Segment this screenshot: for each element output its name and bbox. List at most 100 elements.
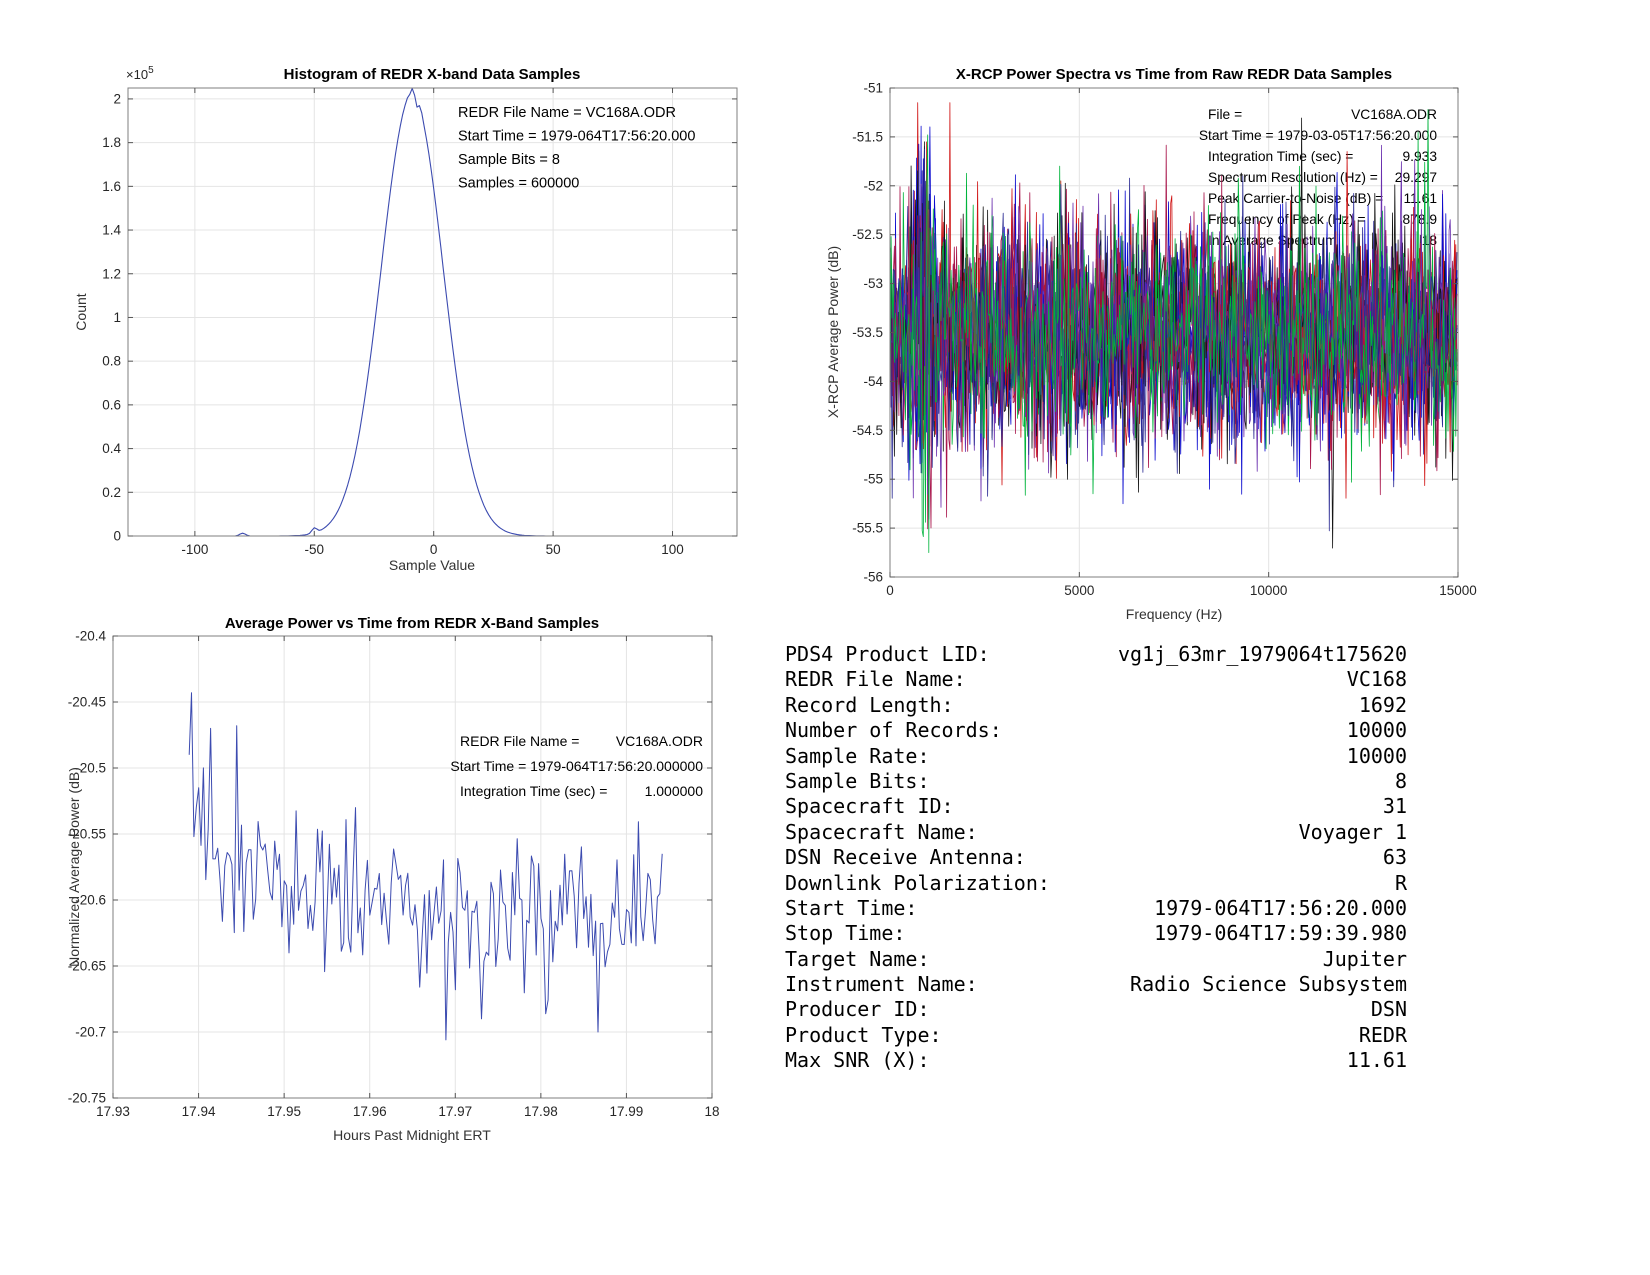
svg-text:878.9: 878.9: [1402, 212, 1437, 227]
row-label: PDS4 Product LID:: [785, 642, 990, 666]
histogram-panel: REDR File Name = VC168A.ODR Start Time = …: [60, 55, 760, 630]
row-value: 1979-064T17:59:39.980: [1154, 921, 1407, 946]
row-label: Number of Records:: [785, 718, 1002, 743]
row-value: vg1j_63mr_1979064t175620: [1118, 642, 1407, 666]
row-value: Radio Science Subsystem: [1130, 972, 1407, 997]
table-row: REDR File Name: VC168: [785, 667, 1407, 692]
table-row: Target Name: Jupiter: [785, 947, 1407, 972]
spectra-chart: File = VC168A.ODR Start Time = 1979-03-05T…: [825, 66, 1477, 622]
row-label: Record Length:: [785, 692, 954, 717]
svg-text:-53.5: -53.5: [852, 325, 883, 340]
table-row: Producer ID: DSN: [785, 997, 1407, 1022]
svg-text:REDR File Name = VC168A.ODR: REDR File Name = VC168A.ODR: [458, 105, 676, 121]
svg-text:1.000000: 1.000000: [645, 783, 704, 799]
row-value: 11.61: [1346, 1048, 1407, 1073]
svg-text:18: 18: [704, 1104, 719, 1119]
svg-text:-20.4: -20.4: [75, 629, 106, 644]
row-value: Voyager 1: [1298, 819, 1407, 844]
svg-text:Integration Time (sec) =: Integration Time (sec) =: [1208, 149, 1353, 164]
svg-text:100: 100: [661, 542, 684, 557]
table-row: Number of Records: 10000: [785, 718, 1407, 743]
svg-text:-20.5: -20.5: [75, 761, 106, 776]
svg-text:Start Time = 1979-03-05T17:56:: Start Time = 1979-03-05T17:56:20.000: [1199, 128, 1437, 143]
svg-text:17.93: 17.93: [96, 1104, 130, 1119]
row-label: Producer ID:: [785, 997, 930, 1022]
svg-text:-20.75: -20.75: [68, 1091, 106, 1106]
table-row: Sample Rate: 10000: [785, 744, 1407, 769]
row-value: VC168: [1346, 667, 1407, 692]
svg-text:Hours Past Midnight ERT: Hours Past Midnight ERT: [333, 1127, 491, 1143]
svg-text:-55: -55: [863, 472, 883, 487]
row-value: R: [1394, 870, 1407, 895]
svg-text:-51.5: -51.5: [852, 129, 883, 144]
svg-text:File =: File =: [1208, 107, 1242, 122]
svg-text:0.2: 0.2: [102, 485, 121, 500]
svg-text:-54.5: -54.5: [852, 423, 883, 438]
svg-text:17.96: 17.96: [353, 1104, 387, 1119]
svg-text:Normalized Average Power (dB): Normalized Average Power (dB): [66, 767, 82, 967]
row-value: Jupiter: [1322, 946, 1407, 971]
svg-text:5000: 5000: [1064, 583, 1094, 598]
svg-text:Integration Time (sec) =: Integration Time (sec) =: [460, 783, 607, 799]
svg-text:-50: -50: [305, 542, 325, 557]
svg-text:VC168A.ODR: VC168A.ODR: [616, 733, 703, 749]
svg-text:Frequency of Peak (Hz) =: Frequency of Peak (Hz) =: [1208, 212, 1366, 227]
row-value: 63: [1382, 845, 1407, 870]
row-label: Spacecraft Name:: [785, 819, 978, 844]
row-label: Spacecraft ID:: [785, 794, 954, 819]
svg-text:-53: -53: [863, 276, 883, 291]
svg-text:-20.65: -20.65: [68, 959, 106, 974]
table-row: Instrument Name: Radio Science Subsystem: [785, 972, 1407, 997]
row-value: 1692: [1358, 692, 1407, 717]
svg-text:0.4: 0.4: [102, 441, 121, 456]
svg-text:Start Time = 1979-064T17:56:20: Start Time = 1979-064T17:56:20.000: [458, 129, 695, 145]
svg-text:-20.45: -20.45: [68, 695, 106, 710]
row-value: 1979-064T17:56:20.000: [1154, 895, 1407, 920]
row-value: DSN: [1370, 997, 1407, 1022]
svg-text:Histogram of REDR X-band Data: Histogram of REDR X-band Data Samples: [284, 66, 581, 83]
svg-text:11.61: 11.61: [1403, 191, 1437, 206]
svg-text:-54: -54: [863, 374, 883, 389]
svg-text:10000: 10000: [1250, 583, 1288, 598]
svg-text:-55.5: -55.5: [852, 521, 883, 536]
row-label: Max SNR (X):: [785, 1048, 930, 1073]
svg-text:Samples = 600000: Samples = 600000: [458, 176, 579, 192]
svg-text:-56: -56: [863, 570, 883, 585]
histogram-chart: REDR File Name = VC168A.ODR Start Time = …: [73, 65, 738, 573]
svg-text:Frequency (Hz): Frequency (Hz): [1126, 606, 1222, 622]
svg-text:0.6: 0.6: [102, 397, 121, 412]
svg-text:1.2: 1.2: [102, 266, 121, 281]
svg-text:15000: 15000: [1439, 583, 1477, 598]
row-label: Start Time:: [785, 895, 918, 920]
svg-text:REDR File Name =: REDR File Name =: [460, 733, 579, 749]
svg-text:0: 0: [886, 583, 894, 598]
avg-power-panel: REDR File Name = VC168A.ODR Start Time = 1…: [55, 600, 755, 1175]
row-label: Sample Bits:: [785, 768, 930, 793]
svg-text:17.99: 17.99: [610, 1104, 644, 1119]
svg-text:Spectrum Resolution (Hz) =: Spectrum Resolution (Hz) =: [1208, 170, 1378, 185]
svg-text:50: 50: [546, 542, 561, 557]
table-row: Record Length: 1692: [785, 693, 1407, 718]
row-label: DSN Receive Antenna:: [785, 845, 1026, 870]
row-value: REDR: [1358, 1022, 1407, 1047]
svg-text:X-RCP Average Power (dB): X-RCP Average Power (dB): [825, 246, 841, 418]
svg-text:In Average Spectrum: In Average Spectrum: [1208, 233, 1337, 248]
avg-power-chart: REDR File Name = VC168A.ODR Start Time = 1…: [66, 615, 720, 1143]
row-value: 10000: [1346, 718, 1407, 743]
row-value: 31: [1382, 794, 1407, 819]
spectra-panel: File = VC168A.ODR Start Time = 1979-03-05T…: [820, 55, 1480, 640]
table-row: Max SNR (X): 11.61: [785, 1048, 1407, 1073]
table-row: DSN Receive Antenna: 63: [785, 845, 1407, 870]
table-row: Sample Bits: 8: [785, 769, 1407, 794]
svg-text:X-RCP Power Spectra vs Time fr: X-RCP Power Spectra vs Time from Raw RED…: [956, 66, 1392, 83]
svg-text:0: 0: [430, 542, 438, 557]
row-label: Sample Rate:: [785, 743, 930, 768]
row-label: Downlink Polarization:: [785, 870, 1050, 895]
table-row: Start Time: 1979-064T17:56:20.000: [785, 896, 1407, 921]
svg-text:-52.5: -52.5: [852, 227, 883, 242]
table-row: Product Type: REDR: [785, 1023, 1407, 1048]
row-value: 10000: [1346, 743, 1407, 768]
metadata-table: PDS4 Product LID: vg1j_63mr_1979064t17562…: [785, 642, 1407, 1074]
svg-text:17.98: 17.98: [524, 1104, 558, 1119]
svg-text:-51: -51: [863, 81, 883, 96]
